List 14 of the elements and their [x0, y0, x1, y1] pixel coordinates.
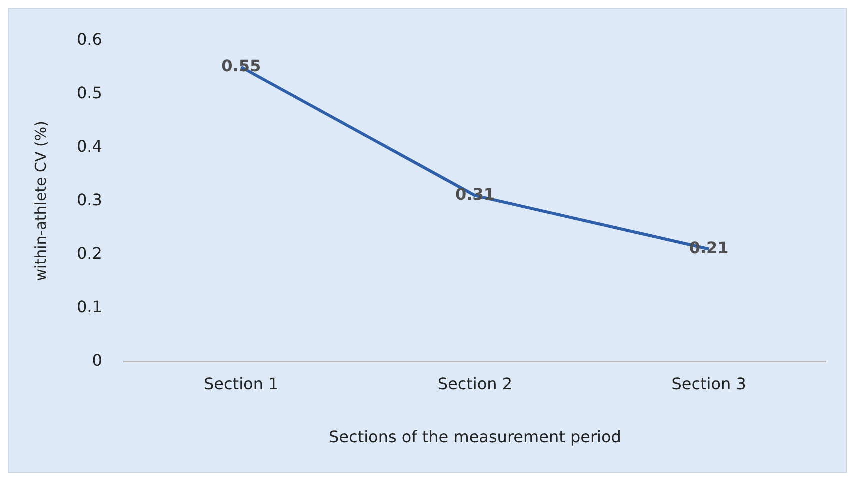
y-axis-title: within-athlete CV (%): [32, 120, 50, 282]
x-tick-label: Section 2: [438, 374, 513, 394]
y-tick-label: 0.1: [76, 297, 102, 316]
x-tick-label: Section 3: [672, 374, 746, 394]
y-tick-label: 0: [92, 350, 102, 370]
y-tick-label: 0.2: [76, 244, 102, 263]
y-tick-label: 0.3: [76, 190, 102, 210]
data-label: 0.55: [222, 56, 262, 76]
x-axis-title: Sections of the measurement period: [329, 428, 622, 447]
y-tick-label: 0.4: [76, 136, 102, 156]
y-tick-label: 0.6: [76, 30, 102, 49]
y-tick-label: 0.5: [76, 83, 102, 102]
x-tick-label: Section 1: [204, 374, 279, 394]
data-label: 0.21: [689, 238, 729, 258]
